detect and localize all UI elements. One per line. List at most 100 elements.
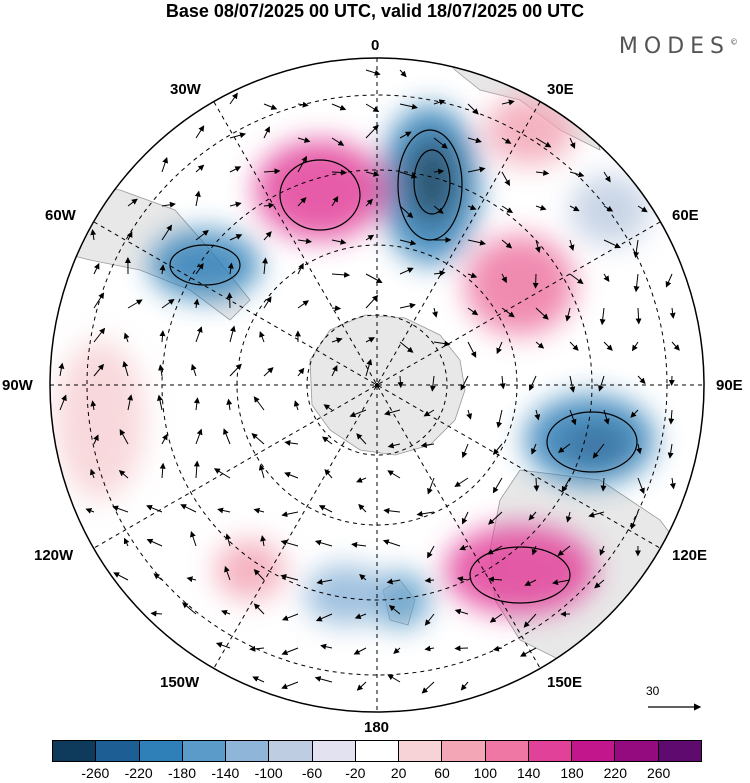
meridian bbox=[93, 221, 661, 549]
contour bbox=[413, 149, 451, 215]
wind-arrow bbox=[594, 579, 605, 589]
wind-arrow bbox=[157, 394, 163, 411]
wind-arrow bbox=[365, 273, 383, 283]
wind-arrow bbox=[281, 681, 299, 690]
wind-arrow bbox=[227, 262, 234, 275]
pos-anomaly-east-atlantic bbox=[465, 235, 575, 335]
wind-arrow bbox=[633, 273, 640, 293]
wind-arrow bbox=[258, 464, 265, 479]
wind-arrow bbox=[569, 409, 577, 426]
wind-arrow bbox=[433, 168, 445, 175]
colorbar-tick-label: -220 bbox=[124, 765, 153, 781]
wind-arrow bbox=[466, 409, 473, 420]
wind-arrow bbox=[631, 341, 639, 352]
wind-arrow bbox=[467, 341, 477, 358]
wind-arrow bbox=[119, 429, 129, 445]
wind-arrow bbox=[146, 538, 163, 547]
wind-arrow bbox=[637, 375, 646, 385]
wind-arrow bbox=[90, 400, 97, 411]
wind-arrow bbox=[253, 569, 265, 581]
wind-arrow bbox=[467, 103, 479, 115]
wind-arrow bbox=[424, 613, 435, 626]
wind-arrow bbox=[501, 307, 515, 318]
wind-arrow bbox=[603, 171, 611, 183]
wind-arrow bbox=[126, 231, 133, 241]
lon-label-150e: 150E bbox=[547, 674, 583, 691]
wind-arrow bbox=[399, 103, 418, 110]
wind-arrow bbox=[331, 238, 347, 245]
anomaly-shading bbox=[55, 95, 655, 628]
wind-arrow bbox=[263, 202, 275, 209]
colorbar-swatch bbox=[399, 741, 443, 761]
wind-arrow bbox=[569, 375, 576, 393]
wind-arrow bbox=[93, 262, 100, 275]
wind-arrow bbox=[460, 681, 469, 691]
contour-lines bbox=[169, 129, 638, 604]
wind-arrow bbox=[599, 307, 606, 326]
wind-arrow bbox=[588, 511, 605, 518]
wind-arrow bbox=[667, 443, 674, 459]
wind-arrow bbox=[153, 573, 163, 581]
wind-arrow bbox=[59, 394, 67, 411]
wind-arrow bbox=[229, 234, 243, 241]
wind-arrow bbox=[399, 239, 417, 246]
wind-arrow bbox=[118, 470, 129, 479]
wind-arrow bbox=[399, 69, 407, 78]
wind-arrow bbox=[195, 326, 203, 343]
wind-arrow bbox=[223, 428, 231, 445]
wind-arrow bbox=[433, 340, 451, 347]
wind-arrow bbox=[383, 507, 401, 514]
wind-arrow bbox=[331, 365, 338, 377]
wind-arrow bbox=[316, 578, 333, 585]
wind-arrow bbox=[520, 647, 537, 657]
wind-arrow bbox=[229, 325, 236, 343]
lon-label-120e: 120E bbox=[672, 547, 708, 564]
wind-arrow bbox=[496, 409, 503, 429]
colorbar-tick-label: 180 bbox=[560, 765, 584, 781]
wind-arrow bbox=[501, 171, 510, 187]
wind-arrow bbox=[668, 409, 675, 425]
colorbar-tick-label: -140 bbox=[211, 765, 240, 781]
wind-arrow bbox=[349, 409, 367, 418]
wind-arrow bbox=[58, 362, 65, 377]
pos-anomaly-north-east bbox=[485, 95, 575, 165]
lon-label-60e: 60E bbox=[672, 207, 699, 224]
wind-arrow bbox=[127, 198, 138, 207]
wind-arrow bbox=[533, 477, 540, 492]
colorbar-tick-label: 260 bbox=[646, 765, 671, 781]
wind-arrow bbox=[356, 681, 367, 691]
wind-arrow bbox=[433, 99, 446, 106]
pos-anomaly-atlantic bbox=[255, 140, 385, 240]
wind-arrow bbox=[226, 398, 233, 411]
wind-arrow bbox=[158, 364, 165, 377]
wind-arrow bbox=[260, 535, 267, 547]
wind-arrow bbox=[433, 137, 448, 149]
wind-arrow bbox=[565, 511, 572, 523]
wind-arrow bbox=[251, 433, 265, 445]
wind-arrow bbox=[263, 126, 270, 139]
wind-arrow bbox=[193, 397, 200, 411]
lon-label-120w: 120W bbox=[34, 547, 74, 564]
wind-arrow bbox=[387, 442, 401, 449]
wind-arrow bbox=[186, 576, 197, 583]
wind-arrow bbox=[331, 305, 342, 312]
wind-arrow bbox=[190, 363, 197, 377]
lon-label-30w: 30W bbox=[170, 81, 201, 98]
wind-arrow bbox=[665, 273, 673, 288]
wind-arrow bbox=[195, 229, 209, 241]
wind-arrow bbox=[489, 613, 503, 623]
wind-arrow bbox=[159, 330, 166, 343]
lon-label-0: 0 bbox=[371, 37, 380, 54]
wind-arrow bbox=[113, 572, 129, 581]
wind-arrow bbox=[297, 155, 307, 173]
wind-arrow bbox=[565, 307, 572, 322]
wind-arrow bbox=[669, 477, 676, 490]
wind-arrow bbox=[318, 505, 333, 513]
contour bbox=[469, 546, 571, 604]
wind-arrow bbox=[384, 409, 401, 416]
wind-arrow bbox=[423, 409, 435, 417]
wind-arrow bbox=[467, 239, 486, 246]
wind-arrow bbox=[569, 273, 584, 285]
wind-arrow bbox=[399, 267, 414, 275]
wind-arrow bbox=[213, 468, 231, 479]
